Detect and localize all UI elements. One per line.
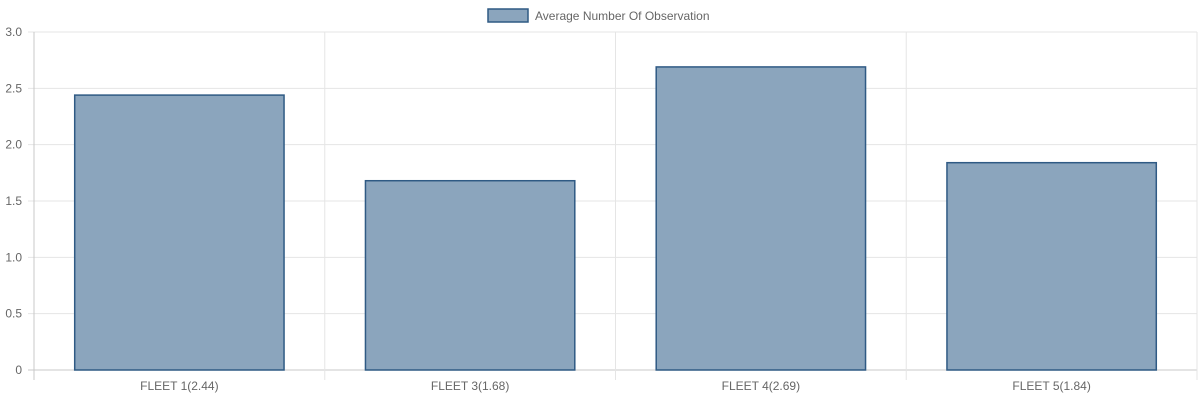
y-tick-label: 0.5	[5, 307, 22, 321]
y-tick-label: 0	[15, 363, 22, 377]
y-tick-label: 1.5	[5, 194, 22, 208]
x-tick-label: FLEET 3(1.68)	[431, 379, 509, 393]
x-tick-label: FLEET 1(2.44)	[140, 379, 218, 393]
bar[interactable]	[655, 66, 867, 371]
y-tick-label: 2.5	[5, 81, 22, 95]
bar[interactable]	[364, 179, 576, 371]
x-tick-label: FLEET 4(2.69)	[722, 379, 800, 393]
bar[interactable]	[73, 94, 285, 371]
y-tick-label: 1.0	[5, 250, 22, 264]
bar[interactable]	[946, 161, 1158, 371]
y-tick-label: 3.0	[5, 25, 22, 39]
legend-swatch[interactable]	[487, 8, 529, 23]
legend[interactable]: Average Number Of Observation	[487, 8, 710, 23]
bars	[73, 66, 1158, 371]
x-axis: FLEET 1(2.44) FLEET 3(1.68) FLEET 4(2.69) F…	[140, 379, 1091, 393]
legend-label[interactable]: Average Number Of Observation	[535, 9, 710, 23]
y-axis: 0 0.5 1.0 1.5 2.0 2.5 3.0	[5, 25, 22, 377]
y-tick-label: 2.0	[5, 138, 22, 152]
x-tick-label: FLEET 5(1.84)	[1012, 379, 1090, 393]
